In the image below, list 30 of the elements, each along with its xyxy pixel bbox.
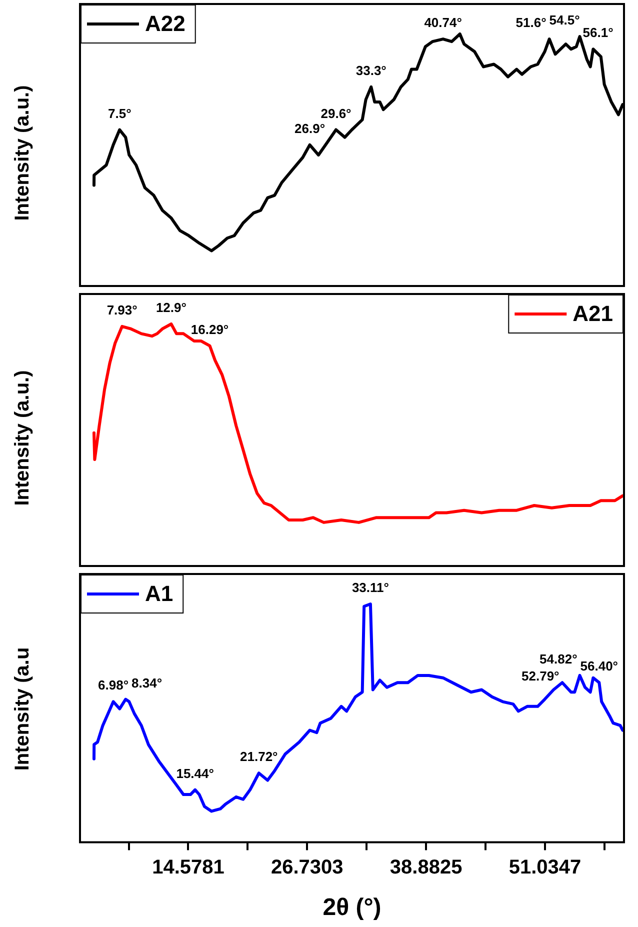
x-tick-label: 14.5781: [152, 856, 224, 879]
annotation: 52.79°: [522, 668, 560, 684]
y-axis-title: Intensity (a.u.): [12, 85, 34, 221]
annotation: 15.44°: [176, 766, 214, 781]
legend-label: A21: [572, 301, 613, 326]
annotation: 7.5°: [108, 106, 132, 121]
annotation: 29.6°: [320, 106, 352, 121]
annotation: 21.72°: [240, 749, 278, 764]
y-axis-title: Intensity (a.u: [12, 646, 34, 770]
annotation: 33.11°: [352, 580, 389, 595]
x-tick-label: 38.8825: [390, 856, 462, 879]
x-axis-title: 2θ (°): [322, 894, 382, 922]
annotation: 51.6°: [516, 15, 546, 30]
annotation: 54.82°: [540, 651, 578, 666]
annotation: 40.74°: [424, 15, 462, 30]
annotation: 33.3°: [356, 62, 386, 78]
annotation: 56.40°: [580, 658, 618, 674]
annotation: 12.9°: [156, 300, 186, 315]
annotation: 26.9°: [294, 120, 326, 136]
y-axis-title: Intensity (a.u.): [12, 370, 34, 506]
annotation: 56.1°: [582, 25, 614, 40]
x-tick-label: 26.7303: [270, 856, 344, 879]
annotation: 54.5°: [549, 12, 580, 28]
annotation: 16.29°: [190, 322, 229, 337]
x-tick-label: 51.0347: [508, 856, 582, 879]
annotation: 6.98°: [98, 678, 129, 693]
annotation: 7.93°: [106, 302, 138, 318]
legend-label: A1: [145, 581, 174, 606]
legend-label: A22: [145, 11, 186, 36]
annotation: 8.34°: [132, 675, 162, 690]
